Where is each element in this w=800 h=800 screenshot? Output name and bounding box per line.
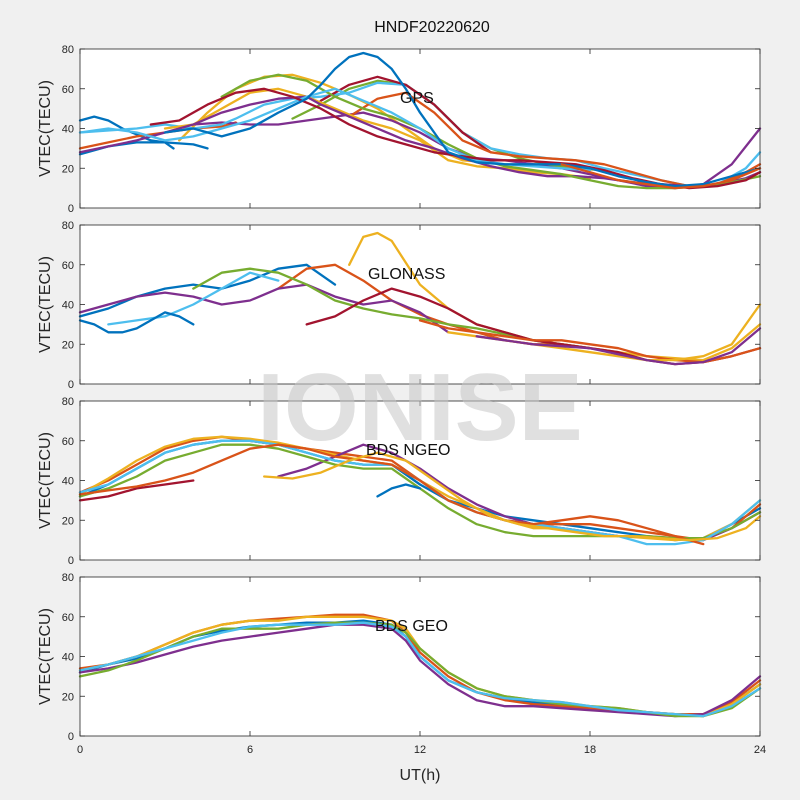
- y-tick-label: 80: [62, 220, 74, 232]
- series-line: [107, 271, 280, 326]
- y-tick-label: 40: [62, 300, 74, 312]
- chart-panel: 0 20 40 60 80 0 6 12 18 24 VTEC(TECU) BDS GEO: [37, 572, 766, 756]
- y-axis-label: VTEC(TECU): [37, 256, 54, 353]
- y-tick-label: 40: [62, 124, 74, 136]
- figure-title: HNDF20220620: [374, 19, 490, 36]
- y-axis-label: VTEC(TECU): [37, 608, 54, 705]
- y-tick-label: 80: [62, 572, 74, 584]
- y-axis-label: VTEC(TECU): [37, 432, 54, 529]
- series-line: [163, 51, 762, 188]
- y-tick-label: 60: [62, 260, 74, 272]
- series-line: [78, 443, 705, 546]
- series-line: [78, 311, 195, 334]
- chart-panel: 0 20 40 60 80 VTEC(TECU) GPS: [37, 44, 762, 215]
- series-line: [78, 479, 195, 502]
- panel-annotation: GLONASS: [368, 266, 445, 283]
- panel-annotation: GPS: [400, 90, 434, 107]
- y-tick-label: 0: [68, 731, 74, 743]
- x-tick-label: 18: [584, 744, 596, 756]
- y-tick-label: 0: [68, 203, 74, 215]
- y-tick-label: 20: [62, 339, 74, 351]
- y-tick-label: 60: [62, 84, 74, 96]
- y-tick-label: 20: [62, 515, 74, 527]
- y-tick-label: 20: [62, 691, 74, 703]
- y-tick-label: 60: [62, 436, 74, 448]
- series-line: [376, 483, 422, 498]
- panel-annotation: BDS GEO: [375, 618, 448, 635]
- series-line: [78, 621, 762, 718]
- series-line: [263, 451, 762, 542]
- series-line: [78, 623, 762, 718]
- y-tick-label: 80: [62, 396, 74, 408]
- x-axis-label: UT(h): [400, 767, 441, 784]
- watermark-text: IONISE: [257, 354, 582, 461]
- x-tick-label: 0: [77, 744, 83, 756]
- y-tick-label: 60: [62, 612, 74, 624]
- panel-annotation: BDS NGEO: [366, 442, 450, 459]
- y-tick-label: 40: [62, 476, 74, 488]
- y-tick-label: 40: [62, 652, 74, 664]
- y-tick-label: 0: [68, 379, 74, 391]
- x-tick-label: 6: [247, 744, 253, 756]
- series-line: [475, 327, 762, 366]
- y-tick-label: 80: [62, 44, 74, 56]
- series-line: [78, 263, 337, 318]
- chart-panel: 0 20 40 60 80 VTEC(TECU) GLONASS: [37, 220, 762, 391]
- series-line: [163, 87, 592, 180]
- x-tick-label: 12: [414, 744, 426, 756]
- series-line: [560, 163, 762, 190]
- y-tick-label: 20: [62, 163, 74, 175]
- y-axis-label: VTEC(TECU): [37, 80, 54, 177]
- chart-panel: 0 20 40 60 80 VTEC(TECU) BDS NGEO: [37, 396, 762, 567]
- x-tick-label: 24: [754, 744, 766, 756]
- y-tick-label: 0: [68, 555, 74, 567]
- series-line: [78, 283, 450, 334]
- series-line: [319, 75, 492, 154]
